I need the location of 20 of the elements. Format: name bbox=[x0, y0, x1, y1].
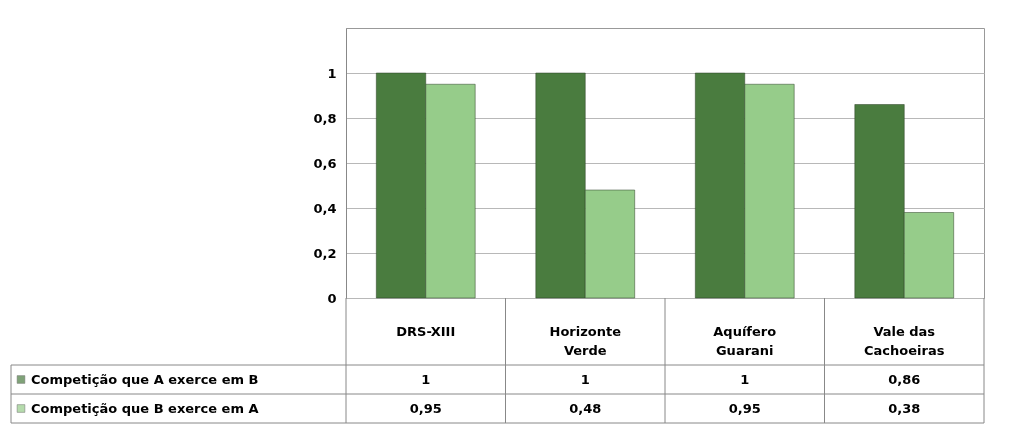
legend-label: Competição que A exerce em B bbox=[31, 371, 259, 387]
y-tick-label: 0,2 bbox=[313, 245, 337, 261]
x-tick-label: DRS-XIII bbox=[396, 323, 456, 339]
data-label: 0,86 bbox=[888, 371, 921, 387]
data-label: 1 bbox=[421, 371, 431, 387]
data-label: 1 bbox=[580, 371, 590, 387]
y-tick-label: 1 bbox=[327, 65, 337, 81]
y-tick-label: 0,8 bbox=[313, 110, 337, 126]
x-tick-label: Aquífero Guarani bbox=[713, 323, 777, 358]
y-tick-label: 0,6 bbox=[313, 155, 337, 171]
data-label: 0,95 bbox=[409, 400, 442, 416]
data-label: 0,95 bbox=[728, 400, 761, 416]
legend-label: Competição que B exerce em A bbox=[31, 400, 259, 416]
y-tick-label: 0,4 bbox=[313, 200, 337, 216]
data-label: 0,38 bbox=[888, 400, 921, 416]
y-tick-label: 0 bbox=[327, 290, 337, 306]
x-tick-label: Vale das Cachoeiras bbox=[864, 323, 945, 358]
x-tick-label: Horizonte Verde bbox=[549, 323, 622, 358]
data-label: 0,48 bbox=[569, 400, 602, 416]
data-label: 1 bbox=[740, 371, 750, 387]
